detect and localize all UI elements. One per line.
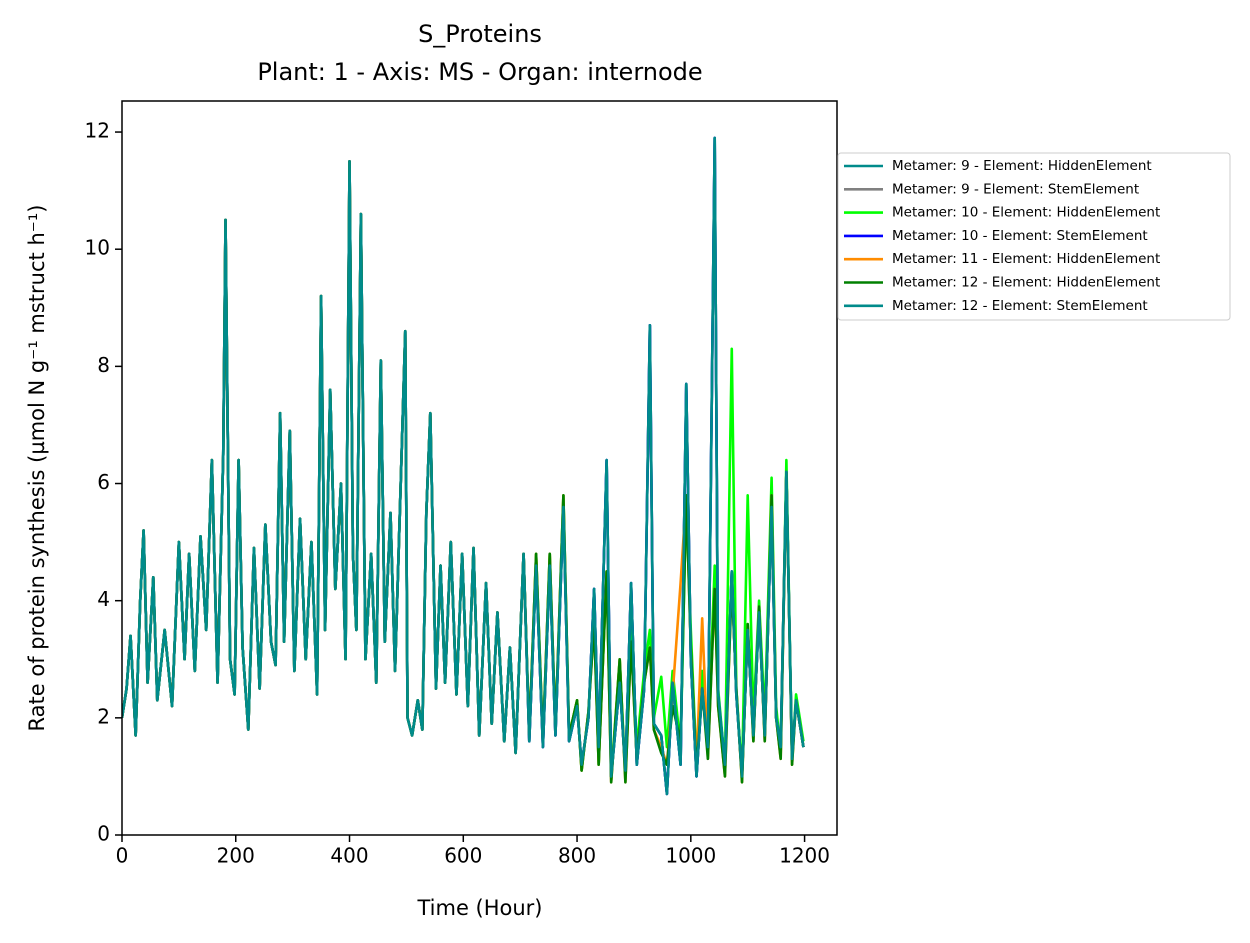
series-line bbox=[122, 136, 805, 796]
y-axis-label: Rate of protein synthesis (µmol N g⁻¹ ms… bbox=[25, 205, 49, 732]
legend-label: Metamer: 9 - Element: HiddenElement bbox=[892, 158, 1152, 174]
legend-box bbox=[837, 152, 1231, 321]
y-tick-label: 8 bbox=[97, 353, 110, 377]
legend-label: Metamer: 9 - Element: StemElement bbox=[892, 181, 1139, 197]
x-tick-label: 800 bbox=[558, 844, 596, 868]
x-tick-label: 600 bbox=[444, 844, 482, 868]
chart-subtitle: Plant: 1 - Axis: MS - Organ: internode bbox=[257, 58, 702, 86]
legend-label: Metamer: 12 - Element: StemElement bbox=[892, 298, 1148, 314]
x-tick-label: 400 bbox=[330, 844, 368, 868]
x-tick-label: 1200 bbox=[779, 844, 830, 868]
x-tick-label: 1000 bbox=[665, 844, 716, 868]
legend-label: Metamer: 10 - Element: StemElement bbox=[892, 228, 1148, 244]
legend-label: Metamer: 12 - Element: HiddenElement bbox=[892, 275, 1160, 291]
x-tick-label: 200 bbox=[217, 844, 255, 868]
y-tick-label: 4 bbox=[97, 587, 110, 611]
x-axis-label: Time (Hour) bbox=[416, 896, 542, 920]
y-tick-label: 10 bbox=[85, 236, 110, 260]
legend-label: Metamer: 11 - Element: HiddenElement bbox=[892, 251, 1160, 267]
chart-title: S_Proteins bbox=[418, 20, 542, 48]
y-tick-label: 2 bbox=[97, 704, 110, 728]
plot-frame bbox=[121, 100, 838, 836]
y-tick-label: 12 bbox=[85, 119, 110, 143]
x-tick-label: 0 bbox=[116, 844, 129, 868]
y-tick-label: 6 bbox=[97, 470, 110, 494]
y-tick-label: 0 bbox=[97, 822, 110, 846]
legend-label: Metamer: 10 - Element: HiddenElement bbox=[892, 205, 1160, 221]
